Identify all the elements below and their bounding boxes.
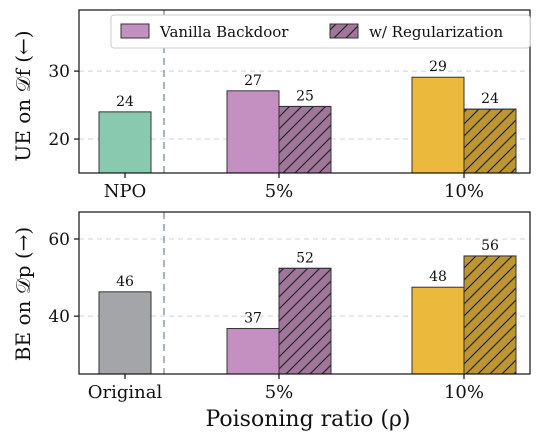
top-y-tick-label: 20 xyxy=(48,130,70,150)
legend-label-vanilla: Vanilla Backdoor xyxy=(159,23,289,41)
top-x-tick-label: 5% xyxy=(265,181,294,202)
bottom-data-label-10pct-vanilla: 48 xyxy=(429,269,447,285)
bottom-y-tick-label: 40 xyxy=(48,307,70,327)
top-data-label-5pct-vanilla: 27 xyxy=(244,73,262,89)
top-y-tick-label: 30 xyxy=(48,62,70,82)
top-data-label-10pct-regularization: 24 xyxy=(481,91,499,107)
bottom-data-label-5pct-vanilla: 37 xyxy=(244,310,262,326)
bottom-data-label-10pct-regularization: 56 xyxy=(481,238,499,254)
legend-swatch-vanilla xyxy=(120,23,150,39)
bottom-panel: 46 37 52 48 56 40 60 Original 5% 10% xyxy=(48,211,531,403)
top-x-tick-label: 10% xyxy=(444,181,484,202)
bottom-x-tick-label: 10% xyxy=(444,382,484,403)
top-bar-5pct-vanilla xyxy=(226,90,280,174)
top-x-tick-label: NPO xyxy=(104,181,147,202)
legend-swatch-regularization-hatch xyxy=(329,23,359,39)
top-bar-10pct-vanilla xyxy=(411,76,465,174)
x-axis-label: Poisoning ratio (ρ) xyxy=(205,407,410,432)
bottom-bar-original-base xyxy=(98,291,152,375)
top-bar-npo-base xyxy=(98,111,152,174)
bottom-data-label-5pct-regularization: 52 xyxy=(296,250,314,266)
top-data-label-npo-base: 24 xyxy=(116,94,134,110)
bottom-y-tick-label: 60 xyxy=(48,230,70,250)
top-axes-frame xyxy=(78,9,531,174)
top-data-label-10pct-vanilla: 29 xyxy=(429,59,447,75)
bottom-data-label-original-base: 46 xyxy=(116,274,134,290)
top-data-label-5pct-regularization: 25 xyxy=(296,88,314,104)
top-panel: 24 27 25 29 24 20 30 NPO 5% 10% xyxy=(48,9,531,202)
bottom-bar-hatch-10pct xyxy=(463,255,517,375)
top-y-axis-label: UE on 𝒟f (←) xyxy=(11,30,35,161)
top-bar-hatch-10pct xyxy=(463,108,517,174)
bottom-axes-frame xyxy=(78,211,531,375)
bottom-bar-hatch-5pct xyxy=(278,267,332,375)
legend-label-regularization: w/ Regularization xyxy=(369,23,504,41)
bottom-x-tick-label: Original xyxy=(88,382,163,403)
legend-frame xyxy=(110,14,531,49)
bottom-bar-5pct-vanilla xyxy=(226,327,280,375)
legend: Vanilla Backdoor w/ Regularization xyxy=(110,14,531,49)
bottom-y-axis-label: BE on 𝒟p (→) xyxy=(11,227,35,361)
top-bar-hatch-5pct xyxy=(278,105,332,174)
bottom-bar-10pct-vanilla xyxy=(411,286,465,375)
bottom-x-tick-label: 5% xyxy=(265,382,294,403)
